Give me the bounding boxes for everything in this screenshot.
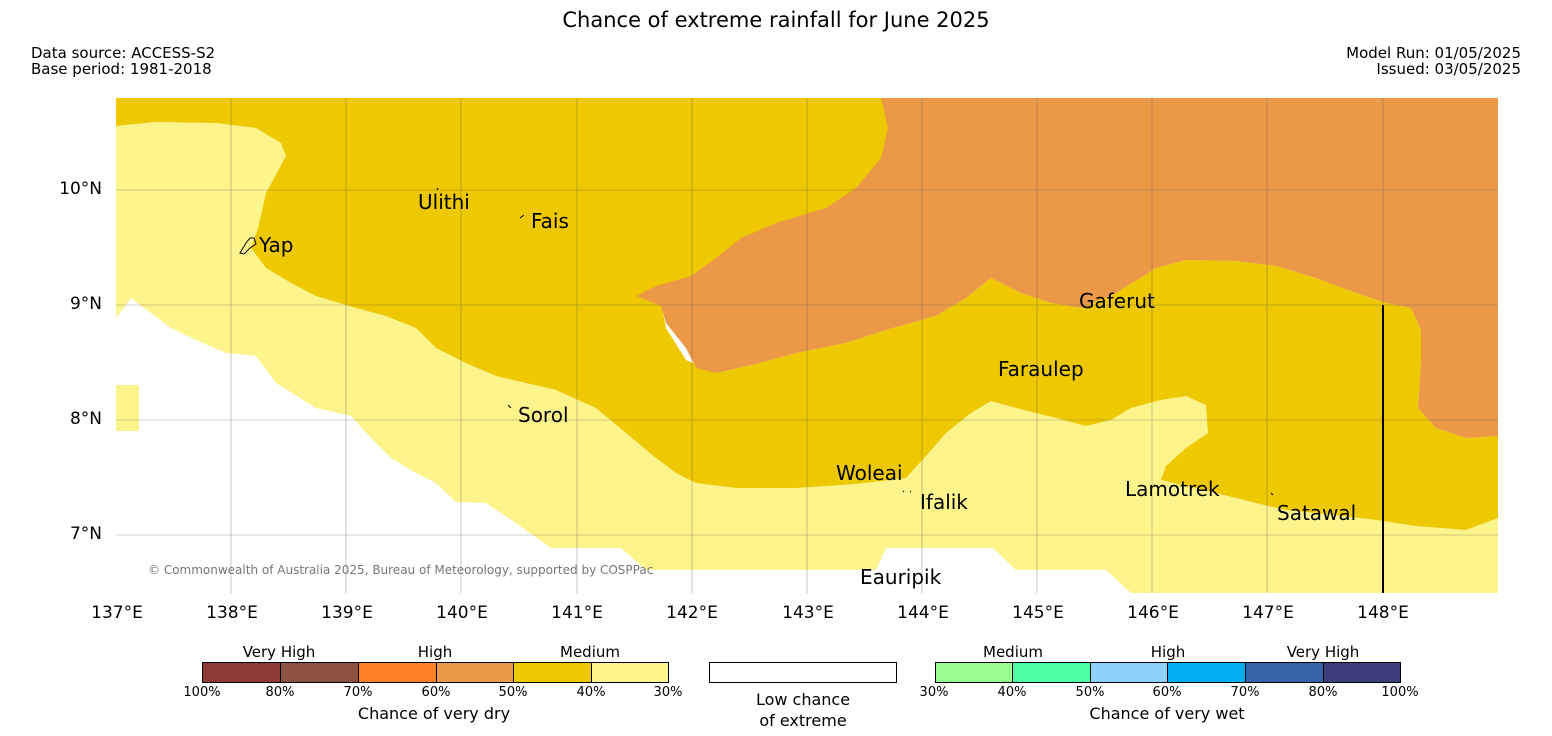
map-title: Chance of extreme rainfall for June 2025 bbox=[562, 8, 990, 32]
dry-swatch bbox=[591, 662, 669, 683]
lon-label: 145°E bbox=[1012, 603, 1064, 623]
low-caption-line2: of extreme bbox=[759, 711, 847, 730]
dry-30-40-region bbox=[116, 122, 1498, 593]
dry-swatch bbox=[513, 662, 592, 683]
dry-group-medium: Medium bbox=[560, 643, 620, 661]
low-caption: Low chance of extreme bbox=[683, 689, 923, 731]
rainfall-map bbox=[116, 98, 1498, 593]
place-label-ifalik: Ifalik bbox=[920, 490, 968, 514]
place-label-eauripik: Eauripik bbox=[860, 565, 942, 589]
lon-label: 140°E bbox=[436, 603, 488, 623]
place-label-gaferut: Gaferut bbox=[1079, 289, 1155, 313]
meta-right: Model Run: 01/05/2025 Issued: 03/05/2025 bbox=[1346, 45, 1521, 77]
data-source-text: Data source: ACCESS-S2 bbox=[31, 44, 216, 62]
wet-tick: 40% bbox=[997, 685, 1027, 700]
dry-group-very-high: Very High bbox=[242, 643, 316, 661]
place-label-faraulep: Faraulep bbox=[998, 357, 1084, 381]
dry-caption: Chance of very dry bbox=[357, 704, 511, 723]
dry-tick: 80% bbox=[265, 685, 295, 700]
lon-label: 141°E bbox=[551, 603, 603, 623]
place-label-satawal: Satawal bbox=[1277, 501, 1357, 525]
lon-label: 137°E bbox=[91, 603, 143, 623]
low-chance-swatch bbox=[709, 662, 897, 683]
lon-label: 143°E bbox=[782, 603, 834, 623]
wet-group-high: High bbox=[1150, 643, 1186, 661]
lon-label: 139°E bbox=[321, 603, 373, 623]
wet-tick: 80% bbox=[1308, 685, 1338, 700]
lon-label: 138°E bbox=[206, 603, 258, 623]
grid-lines bbox=[116, 98, 1498, 593]
dry-swatch bbox=[358, 662, 437, 683]
dry-40-50-region bbox=[116, 98, 1498, 530]
lat-label: 9°N bbox=[69, 294, 102, 314]
lat-label: 10°N bbox=[59, 179, 102, 199]
dry-tick: 50% bbox=[498, 685, 528, 700]
wet-group-medium: Medium bbox=[983, 643, 1043, 661]
lat-label: 8°N bbox=[69, 409, 102, 429]
wet-tick: 50% bbox=[1075, 685, 1105, 700]
lon-label: 142°E bbox=[666, 603, 718, 623]
dry-tick: 30% bbox=[653, 685, 683, 700]
dry-group-high: High bbox=[417, 643, 453, 661]
place-label-ulithi: Ulithi bbox=[418, 190, 470, 214]
dry-tick: 60% bbox=[421, 685, 451, 700]
wet-caption: Chance of very wet bbox=[1089, 704, 1245, 723]
lon-label: 147°E bbox=[1242, 603, 1294, 623]
dry-swatch bbox=[280, 662, 359, 683]
dry-swatch bbox=[202, 662, 281, 683]
model-run-text: Model Run: 01/05/2025 bbox=[1346, 44, 1521, 62]
low-caption-line1: Low chance bbox=[755, 690, 851, 709]
place-label-woleai: Woleai bbox=[836, 461, 903, 485]
issued-text: Issued: 03/05/2025 bbox=[1376, 60, 1521, 78]
dry-50-60-region bbox=[636, 98, 1498, 438]
copyright-text: © Commonwealth of Australia 2025, Bureau… bbox=[148, 563, 654, 577]
wet-tick: 30% bbox=[919, 685, 949, 700]
dry-tick: 100% bbox=[183, 685, 221, 700]
lon-label: 148°E bbox=[1357, 603, 1409, 623]
place-label-yap: Yap bbox=[259, 233, 294, 257]
wet-swatch bbox=[1323, 662, 1401, 683]
dry-tick: 70% bbox=[343, 685, 373, 700]
wet-swatch bbox=[1090, 662, 1168, 683]
wet-swatch bbox=[1245, 662, 1324, 683]
meta-left: Data source: ACCESS-S2 Base period: 1981… bbox=[31, 45, 215, 77]
wet-tick: 100% bbox=[1381, 685, 1419, 700]
wet-group-very-high: Very High bbox=[1286, 643, 1360, 661]
lat-label: 7°N bbox=[69, 524, 102, 544]
island-shapes bbox=[239, 187, 1274, 496]
place-label-sorol: Sorol bbox=[518, 403, 569, 427]
wet-swatch bbox=[1012, 662, 1091, 683]
dry-tick: 40% bbox=[576, 685, 606, 700]
wet-swatch bbox=[935, 662, 1013, 683]
place-label-fais: Fais bbox=[531, 209, 569, 233]
wet-swatch bbox=[1167, 662, 1246, 683]
dry-swatch bbox=[436, 662, 514, 683]
wet-tick: 60% bbox=[1152, 685, 1182, 700]
wet-tick: 70% bbox=[1230, 685, 1260, 700]
lon-label: 144°E bbox=[897, 603, 949, 623]
place-label-lamotrek: Lamotrek bbox=[1125, 477, 1220, 501]
base-period-text: Base period: 1981-2018 bbox=[31, 60, 212, 78]
lon-label: 146°E bbox=[1127, 603, 1179, 623]
yellow-patch bbox=[116, 385, 139, 431]
